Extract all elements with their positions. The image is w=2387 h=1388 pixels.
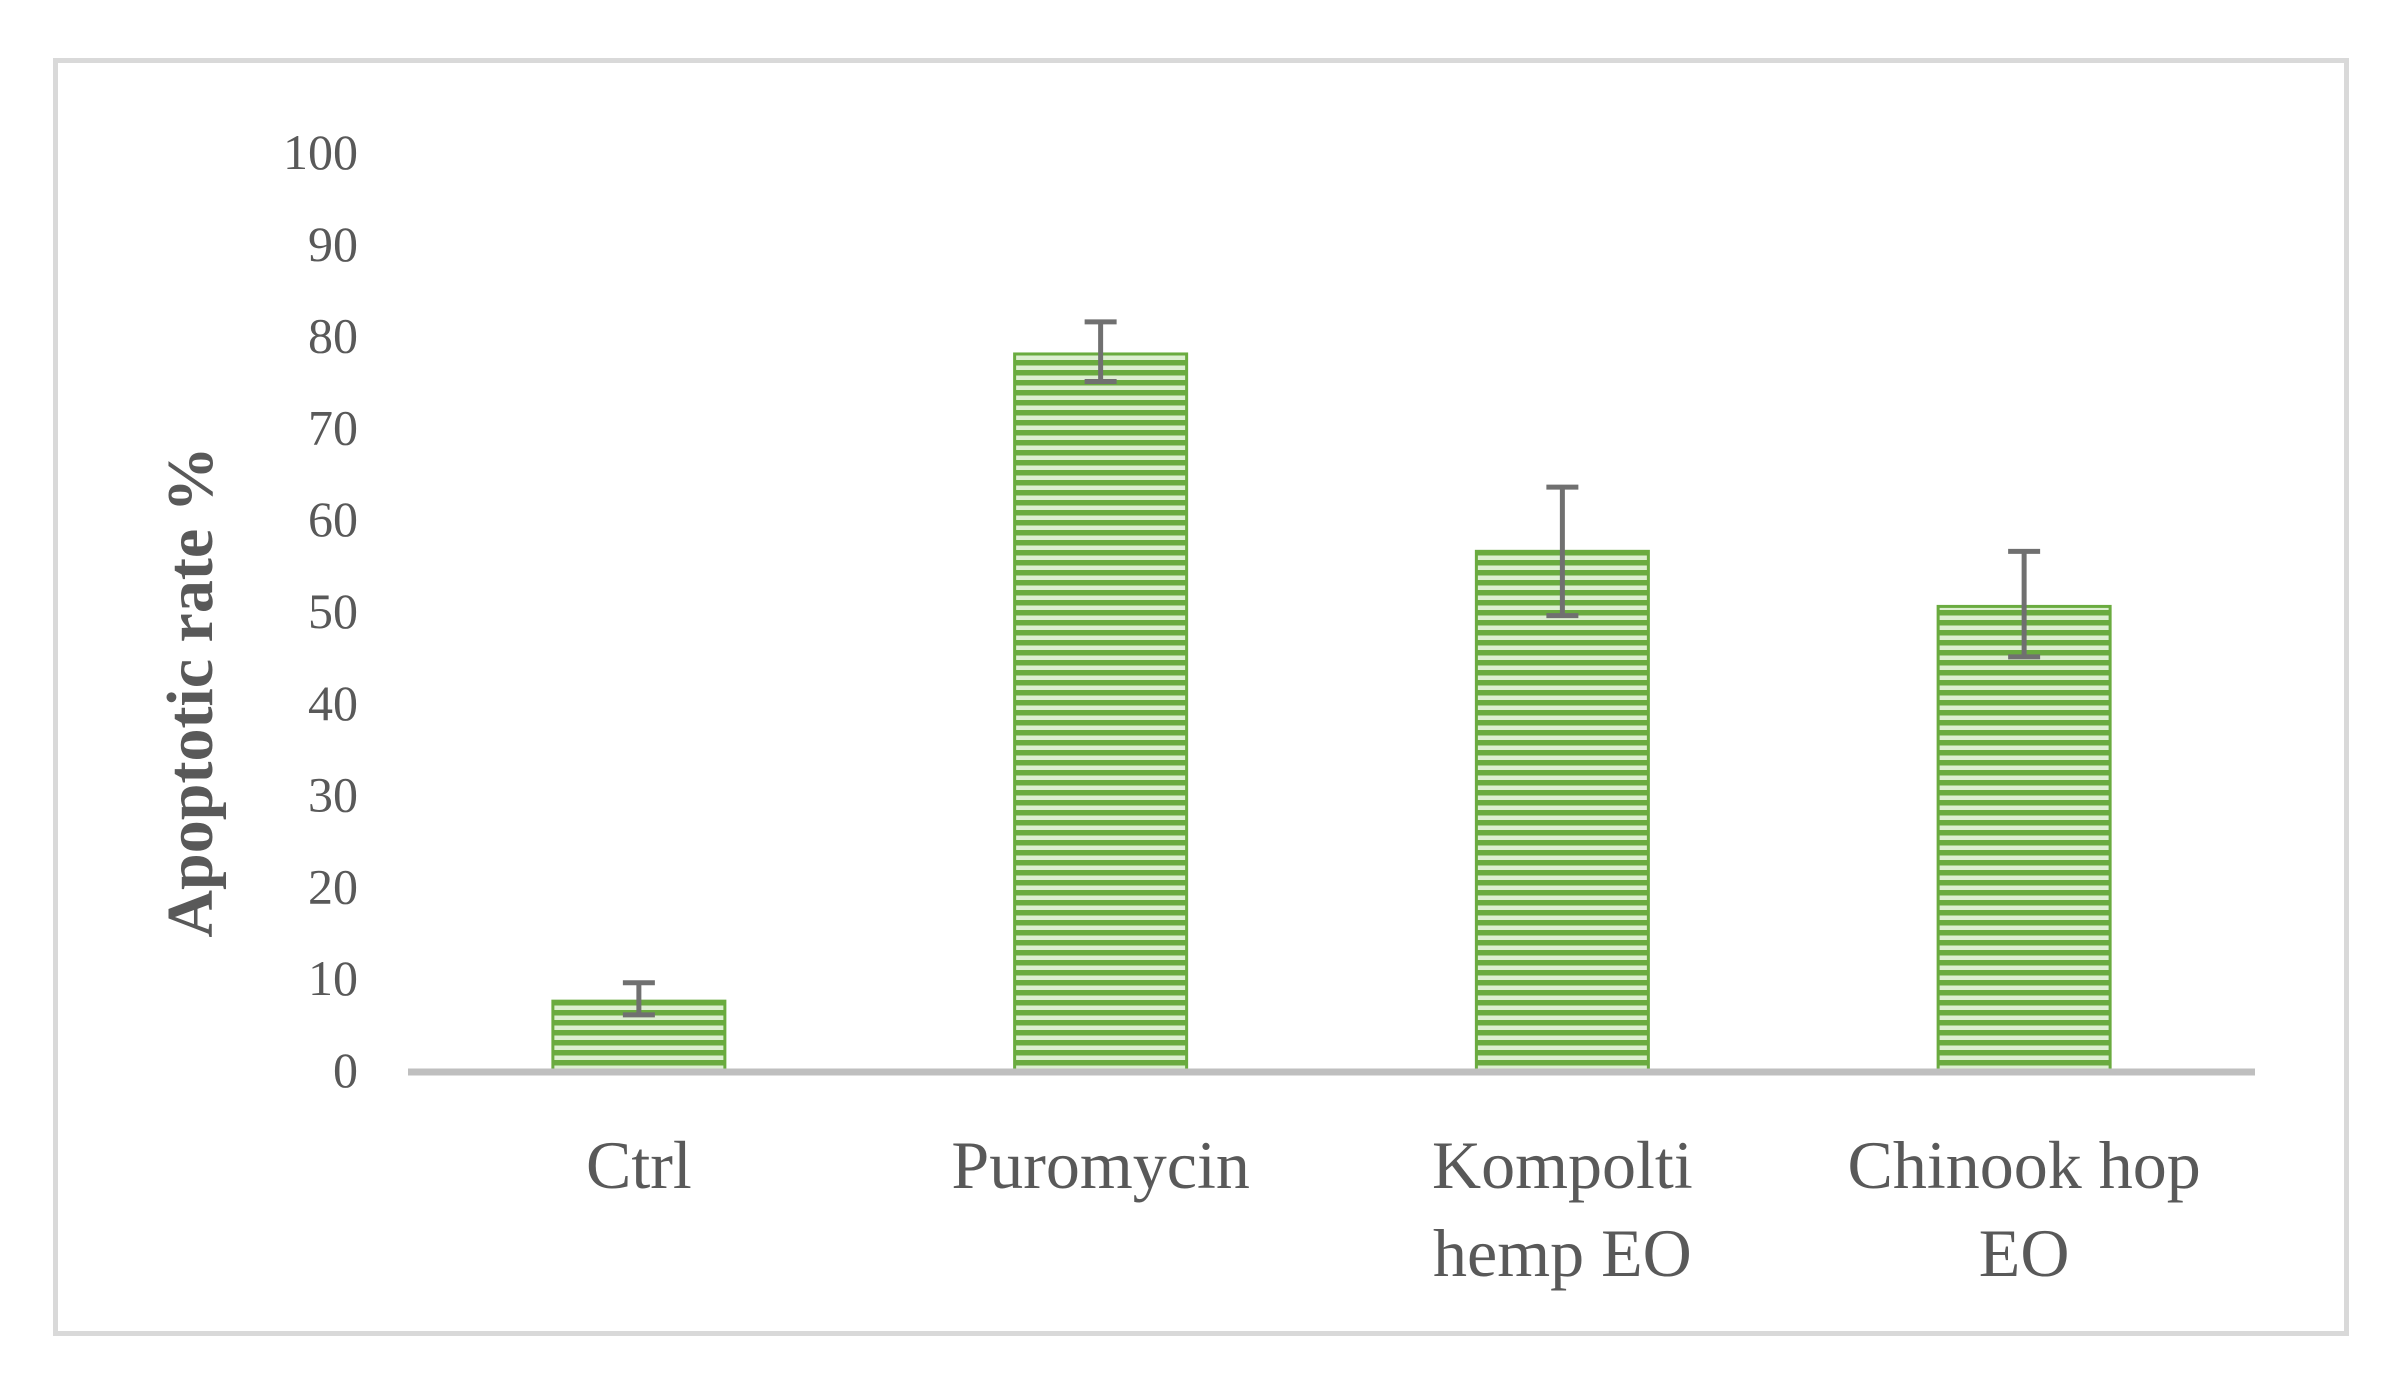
y-tick-label: 70 xyxy=(308,399,358,455)
y-tick-label: 40 xyxy=(308,675,358,731)
x-category-label: Chinook hop EO xyxy=(1848,1127,2201,1291)
y-axis-title: Apoptotic rate % xyxy=(154,446,227,937)
y-tick-label: 50 xyxy=(308,583,358,639)
y-axis-ticks: 0 10 20 30 40 50 60 70 80 90 100 xyxy=(283,124,358,1098)
bar xyxy=(1936,604,2112,1072)
y-tick-label: 20 xyxy=(308,858,358,914)
category-labels: Ctrl Puromycin Kompolti hemp EO Chinook hop E… xyxy=(586,1127,2201,1291)
bars xyxy=(551,352,2112,1072)
error-bar xyxy=(622,980,655,1018)
y-tick-label: 90 xyxy=(308,216,358,272)
bar xyxy=(1013,352,1189,1072)
y-tick-label: 10 xyxy=(308,950,358,1006)
x-category-label: Ctrl xyxy=(586,1127,692,1203)
y-tick-label: 0 xyxy=(333,1042,358,1098)
y-tick-label: 80 xyxy=(308,308,358,364)
error-bar xyxy=(1084,319,1117,384)
error-bar xyxy=(1546,484,1579,619)
y-tick-label: 30 xyxy=(308,767,358,823)
y-tick-label: 60 xyxy=(308,491,358,547)
error-bars xyxy=(622,319,2041,1018)
bar xyxy=(1474,549,1650,1072)
x-category-label: Puromycin xyxy=(951,1127,1249,1203)
error-bar xyxy=(2008,548,2041,660)
y-tick-label: 100 xyxy=(283,124,358,180)
x-category-label: Kompolti hemp EO xyxy=(1432,1127,1693,1291)
